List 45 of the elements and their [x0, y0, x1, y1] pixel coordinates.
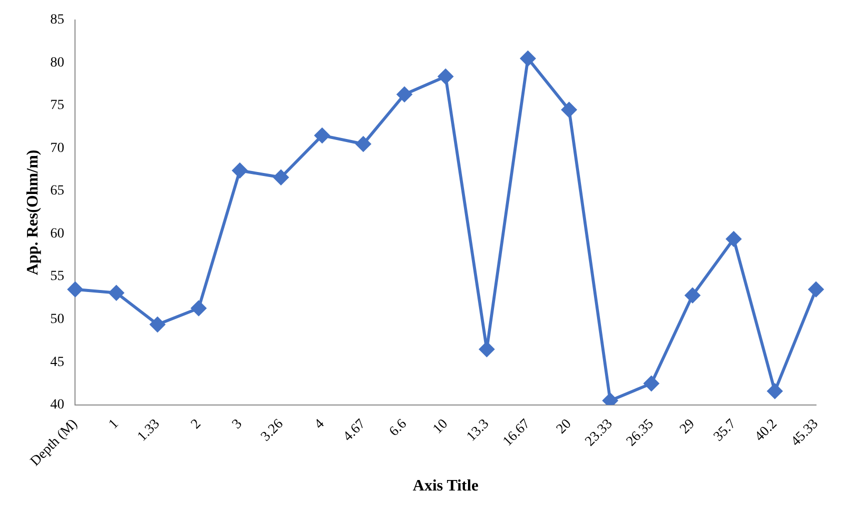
x-tick-label: 2 — [188, 416, 204, 432]
point — [273, 170, 288, 185]
x-tick-label: 35.7 — [711, 416, 740, 445]
x-axis-title: Axis Title — [412, 478, 478, 495]
x-tick-label: 1 — [106, 416, 122, 432]
point — [68, 282, 83, 297]
point — [396, 86, 412, 102]
point — [726, 231, 742, 246]
point — [644, 376, 659, 391]
x-tick-label: 6.6 — [386, 416, 410, 440]
point — [479, 342, 494, 357]
point — [314, 128, 330, 143]
y-tick-label: 70 — [50, 140, 64, 156]
y-tick-label: 45 — [50, 354, 64, 370]
point — [562, 102, 577, 118]
y-tick-label: 85 — [50, 12, 64, 28]
point — [767, 384, 782, 399]
x-tick-label: 4 — [312, 416, 328, 432]
point — [150, 316, 166, 332]
x-tick-label: 20 — [554, 416, 574, 438]
point — [808, 282, 824, 297]
point — [602, 393, 618, 405]
point — [520, 50, 536, 66]
x-tick-label: 40.2 — [752, 416, 780, 445]
y-tick-label: 75 — [50, 98, 64, 114]
y-tick-label: 50 — [50, 312, 64, 328]
point — [685, 288, 700, 303]
point — [108, 285, 124, 300]
x-tick-label: 1.33 — [135, 416, 163, 445]
y-tick-label: 60 — [50, 226, 64, 242]
point — [232, 163, 248, 178]
x-tick-label: 4.67 — [340, 416, 369, 445]
x-tick-label: 3.26 — [258, 416, 286, 445]
y-tick-label: 65 — [50, 184, 64, 199]
y-axis-title: App. Res(Ohm/m) — [24, 150, 42, 276]
point — [356, 136, 371, 152]
y-tick-label: 40 — [50, 398, 64, 413]
y-tick-label: 55 — [50, 269, 64, 284]
x-tick-label: 13.3 — [464, 416, 492, 445]
point — [438, 68, 454, 84]
y-tick-label: 80 — [50, 55, 64, 70]
x-tick-label: 29 — [677, 416, 698, 438]
x-tick-label: 3 — [230, 416, 246, 432]
x-tick-label: 10 — [430, 416, 452, 438]
point — [191, 300, 206, 316]
